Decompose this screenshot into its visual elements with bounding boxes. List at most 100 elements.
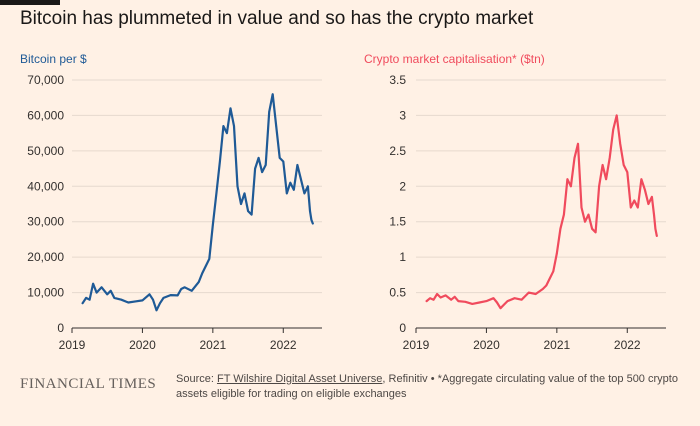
chart-1-data-point (159, 302, 161, 305)
chart-1-data-point (148, 293, 151, 296)
chart-2-data-point (573, 157, 576, 159)
chart-1-x-tick-label: 2021 (199, 338, 226, 352)
chart-1-y-tick-label: 10,000 (27, 286, 64, 300)
chart-1-data-point (219, 160, 221, 163)
chart-2-data-point (492, 297, 495, 300)
chart-1-data-point (233, 125, 235, 127)
chart-2-data-point (496, 301, 498, 304)
chart-1-data-point (243, 192, 246, 195)
chart-1-data-point (95, 291, 98, 294)
chart-1-data-point (176, 294, 179, 297)
chart-2-data-point (626, 171, 629, 173)
chart-2-data-point (619, 143, 621, 145)
chart-2-data-point (580, 206, 583, 209)
chart-1-x-tick-label: 2020 (129, 338, 156, 352)
chart-2-y-tick-label: 1 (399, 250, 406, 264)
chart-1-data-point (309, 210, 311, 212)
chart-2-data-point (432, 298, 435, 301)
chart-1-x-tick-label: 2022 (270, 338, 297, 352)
chart-1-data-point (293, 189, 295, 191)
chart-2-data-point (591, 228, 593, 230)
chart-2-data-point (584, 220, 586, 223)
chart-2-data-point (640, 178, 643, 180)
chart-1-data-point (205, 265, 207, 267)
chart-2-data-point (439, 296, 442, 299)
chart-2-data-point (478, 301, 481, 304)
chart-1-data-point (162, 297, 165, 299)
chart-1-data-point (141, 299, 144, 302)
chart-1-data-point (100, 286, 103, 289)
chart-1-data-point (134, 300, 137, 303)
chart-1-data-point (278, 157, 281, 159)
chart-2-data-point (527, 291, 530, 294)
chart-1-data-point (190, 290, 193, 292)
chart-1-data-point (180, 288, 182, 290)
chart-2-data-point (615, 114, 618, 117)
chart-1-data-point (201, 272, 204, 274)
chart-1-data-point (120, 298, 123, 301)
chart-1-y-tick-label: 0 (57, 321, 64, 335)
chart-1-data-point (307, 185, 309, 188)
chart-1-data-point (212, 224, 214, 227)
chart-2-x-tick-label: 2021 (543, 338, 570, 352)
chart-2-data-point (545, 284, 548, 287)
chart-2-title: Crypto market capitalisation* ($tn) (364, 52, 545, 66)
chart-1-data-point (264, 164, 267, 166)
chart-1-y-tick-label: 40,000 (27, 179, 64, 193)
chart-1-data-point (254, 167, 256, 170)
chart-1-data-point (289, 181, 292, 184)
chart-1-title: Bitcoin per $ (20, 52, 87, 66)
chart-2-data-point (622, 164, 625, 166)
chart-1-data-point (109, 290, 112, 292)
chart-2-x-tick-label: 2022 (614, 338, 641, 352)
chart-2-data-point (499, 307, 502, 310)
chart-1-data-point (92, 282, 94, 285)
chart-1-data-point (257, 157, 260, 159)
chart-2-y-tick-label: 2 (399, 179, 406, 193)
chart-1-data-point (169, 294, 172, 296)
chart-1-y-tick-label: 50,000 (27, 144, 64, 158)
chart-2-data-point (464, 301, 467, 303)
chart-1-data-point (183, 286, 186, 289)
source-prefix: Source: (176, 373, 217, 385)
chart-2-data-point (651, 196, 653, 198)
chart-2-data-point (513, 297, 516, 300)
chart-1-data-point (275, 125, 278, 127)
chart-2-data-point (556, 252, 558, 255)
chart-1-data-point (229, 107, 232, 110)
chart-2-data-point (570, 185, 572, 188)
chart-1-data-point (282, 160, 285, 163)
chart-1-y-tick-label: 30,000 (27, 215, 64, 229)
chart-2-data-point (605, 178, 607, 180)
chart-2-data-point (471, 303, 474, 305)
chart-2-data-point (520, 298, 523, 301)
chart-1-data-point (106, 293, 108, 296)
chart-2-data-point (485, 300, 488, 302)
chart-2-data-point (503, 303, 505, 306)
chart-1-data-point (303, 192, 306, 195)
chart-2-data-point (444, 294, 447, 297)
chart-2-data-point (552, 270, 555, 273)
chart-1-data-point (300, 178, 302, 180)
chart-1-data-point (127, 301, 130, 304)
chart-2-data-point (633, 199, 636, 202)
chart-2-series-line (425, 114, 658, 310)
chart-2-data-point (608, 157, 611, 159)
chart-1-data-point (222, 125, 225, 127)
chart-2-data-point (647, 203, 650, 205)
chart-2-data-point (612, 128, 614, 131)
ft-brand-logo: FINANCIAL TIMES (20, 376, 157, 392)
chart-1-x-tick-label: 2019 (59, 338, 86, 352)
chart-2-data-point (506, 300, 509, 302)
chart-2-y-tick-label: 0 (399, 321, 406, 335)
chart-2-y-tick-label: 3.5 (389, 73, 406, 87)
chart-1-y-tick-label: 60,000 (27, 108, 64, 122)
chart-2-data-point (637, 206, 639, 209)
chart-1-data-point (88, 298, 91, 301)
chart-2-data-point (542, 288, 544, 290)
source-link[interactable]: FT Wilshire Digital Asset Universe (216, 373, 383, 385)
chart-1-data-point (226, 132, 228, 134)
chart-2-data-point (436, 293, 438, 295)
chart-1-data-point (310, 219, 313, 221)
